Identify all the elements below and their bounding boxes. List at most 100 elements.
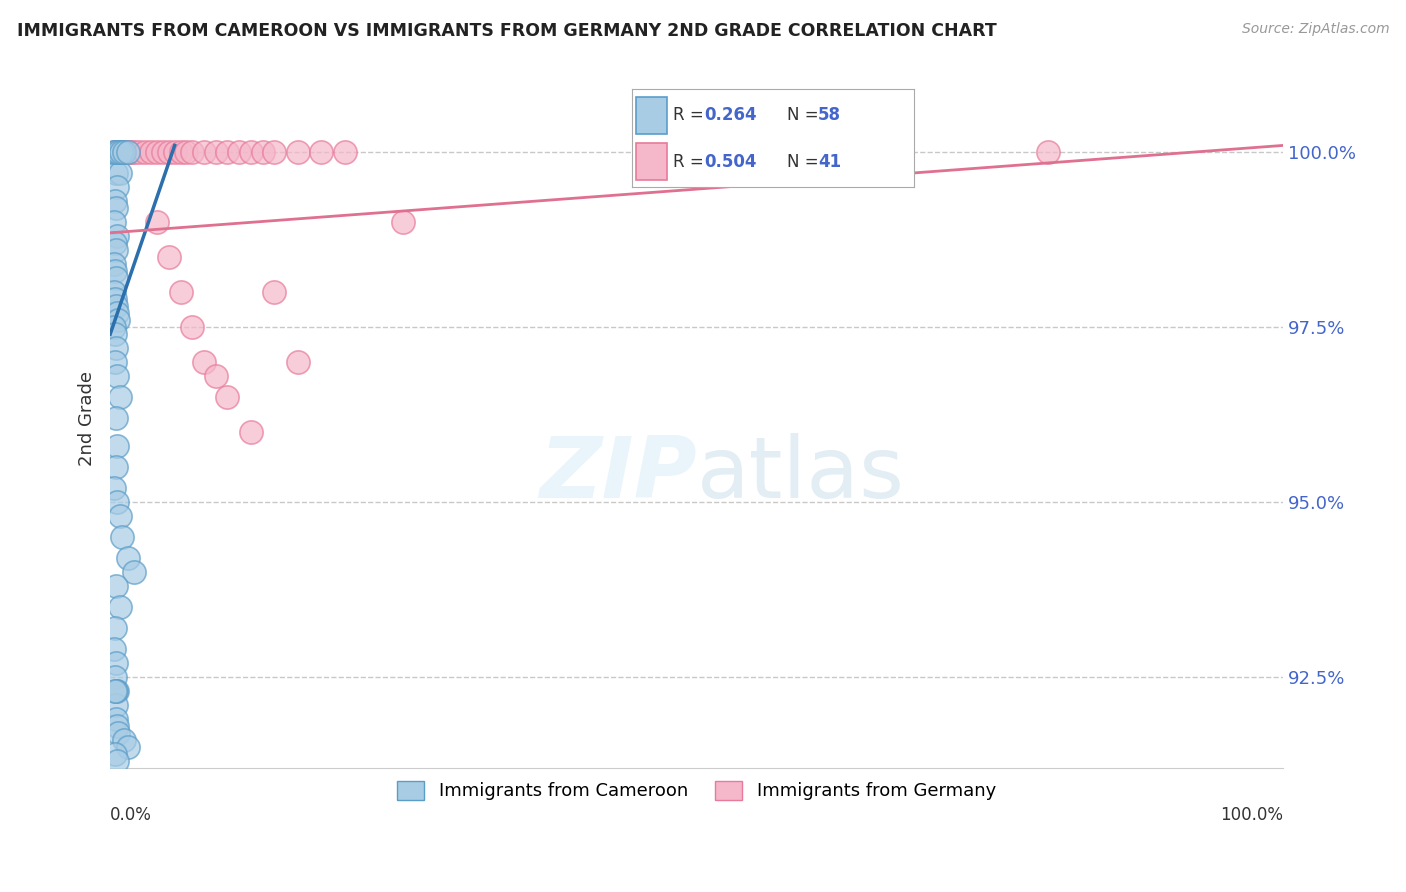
Point [104,236,127,251]
Point [117,739,139,754]
Point [105,698,128,712]
Point [157,250,180,264]
Point [104,145,127,160]
Point [204,369,226,384]
Point [105,229,128,244]
Point [146,215,169,229]
Point [1038,145,1060,160]
Point [105,145,128,160]
Text: IMMIGRANTS FROM CAMEROON VS IMMIGRANTS FROM GERMANY 2ND GRADE CORRELATION CHART: IMMIGRANTS FROM CAMEROON VS IMMIGRANTS F… [17,22,997,40]
Point [263,285,285,300]
Point [105,369,128,384]
Legend: Immigrants from Cameroon, Immigrants from Germany: Immigrants from Cameroon, Immigrants fro… [389,774,1002,807]
Point [108,508,131,523]
Point [105,683,128,698]
Point [104,194,127,209]
Point [117,551,139,566]
Point [103,285,125,300]
Point [217,390,239,404]
Point [176,145,198,160]
Point [122,145,145,160]
Point [105,145,128,160]
Point [128,145,150,160]
Point [392,215,415,229]
Point [108,390,131,404]
Point [117,145,139,160]
Point [104,264,127,278]
Point [104,747,127,761]
Point [110,145,132,160]
Text: Source: ZipAtlas.com: Source: ZipAtlas.com [1241,22,1389,37]
Point [108,599,131,614]
Point [152,145,174,160]
Point [105,683,128,698]
Point [105,754,128,768]
Point [193,355,215,369]
Point [134,145,156,160]
Point [105,271,128,285]
Point [169,145,191,160]
Point [105,202,128,216]
Point [287,355,309,369]
Point [169,285,191,300]
Point [105,411,128,425]
Point [103,257,125,271]
Point [105,166,128,180]
Point [122,565,145,579]
Point [112,145,135,160]
Point [163,145,186,160]
Point [181,145,204,160]
Point [104,292,127,306]
Point [103,145,125,160]
Point [105,299,128,313]
Point [105,180,128,194]
Text: 0.0%: 0.0% [110,806,152,824]
Point [252,145,274,160]
Point [105,495,128,509]
Point [104,670,127,684]
Point [263,145,285,160]
Point [105,341,128,355]
Point [744,145,766,160]
Point [120,145,142,160]
Point [105,244,128,258]
Point [111,145,134,160]
Point [217,145,239,160]
Point [104,683,127,698]
Point [110,145,132,160]
Point [105,719,128,733]
Point [239,145,262,160]
Point [111,530,134,544]
Point [105,712,128,726]
Point [104,621,127,635]
Text: atlas: atlas [696,433,904,516]
Point [112,145,135,160]
Point [107,725,129,739]
Point [117,145,139,160]
Point [104,327,127,342]
Point [181,320,204,334]
Point [105,460,128,475]
Point [309,145,332,160]
Point [105,306,128,320]
Point [107,145,129,160]
Point [103,145,125,160]
Text: 100.0%: 100.0% [1220,806,1284,824]
Point [104,355,127,369]
Point [146,145,169,160]
Point [105,656,128,670]
Point [107,313,129,327]
Point [107,145,129,160]
Point [157,145,180,160]
Point [193,145,215,160]
Point [103,320,125,334]
Point [108,145,131,160]
Point [204,145,226,160]
Point [103,481,125,495]
Point [112,732,135,747]
Point [103,641,125,656]
Point [141,145,163,160]
Point [239,425,262,439]
Text: ZIP: ZIP [538,433,696,516]
Point [103,215,125,229]
